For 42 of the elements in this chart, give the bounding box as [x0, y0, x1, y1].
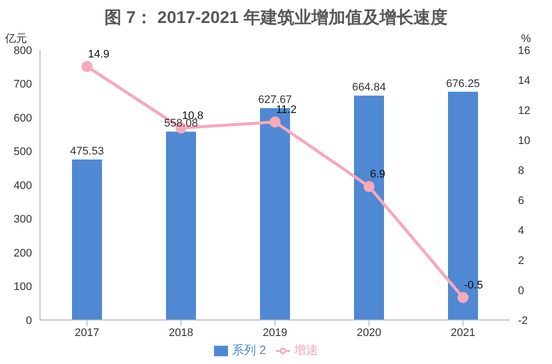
point	[364, 181, 374, 192]
data-label: 14.9	[88, 48, 110, 60]
data-label: 627.67	[258, 94, 292, 106]
data-label: 664.84	[352, 82, 386, 94]
y2-tick-label: 10	[518, 134, 530, 147]
x-tick-label: 2021	[450, 326, 476, 339]
y2-tick-label: 14	[518, 74, 530, 87]
y-axis-title: 亿元	[4, 33, 27, 45]
y-tick-label: 800	[14, 44, 32, 57]
y-tick-label: 0	[26, 314, 32, 327]
y2-tick-label: 2	[518, 254, 524, 267]
y2-tick-label: 8	[518, 164, 524, 177]
y2-tick-label: 16	[518, 44, 530, 57]
x-tick-label: 2017	[74, 326, 100, 339]
y-tick-label: 700	[14, 78, 32, 91]
point	[270, 116, 280, 128]
x-tick-label: 2018	[168, 326, 194, 339]
bar	[166, 132, 196, 320]
data-label: 676.25	[446, 78, 480, 90]
x-tick-label: 2019	[262, 326, 288, 339]
bar	[72, 160, 102, 320]
point	[458, 292, 468, 303]
bar	[354, 96, 384, 320]
y2-tick-label: 6	[518, 194, 524, 207]
legend-label: 系列 2	[232, 343, 266, 357]
y2-axis-title: %	[521, 33, 532, 45]
y-tick-label: 600	[14, 112, 32, 124]
y-tick-label: 100	[14, 281, 32, 294]
data-label: 558.08	[164, 118, 198, 130]
y2-tick-label: 0	[518, 284, 524, 297]
x-tick-label: 2020	[356, 326, 382, 339]
legend-label: 增速	[294, 343, 318, 357]
chart-title: 图 7： 2017-2021 年建筑业增加值及增长速度	[104, 7, 448, 28]
y-tick-label: 400	[14, 180, 32, 192]
y2-tick-label: 4	[518, 224, 524, 237]
y-tick-label: 300	[14, 214, 32, 226]
point	[82, 61, 92, 72]
data-label: 475.53	[70, 146, 104, 158]
y2-tick-label: -2	[518, 314, 528, 327]
y2-tick-label: 12	[518, 104, 530, 117]
y-tick-label: 500	[14, 146, 32, 158]
y-tick-label: 200	[14, 247, 32, 260]
